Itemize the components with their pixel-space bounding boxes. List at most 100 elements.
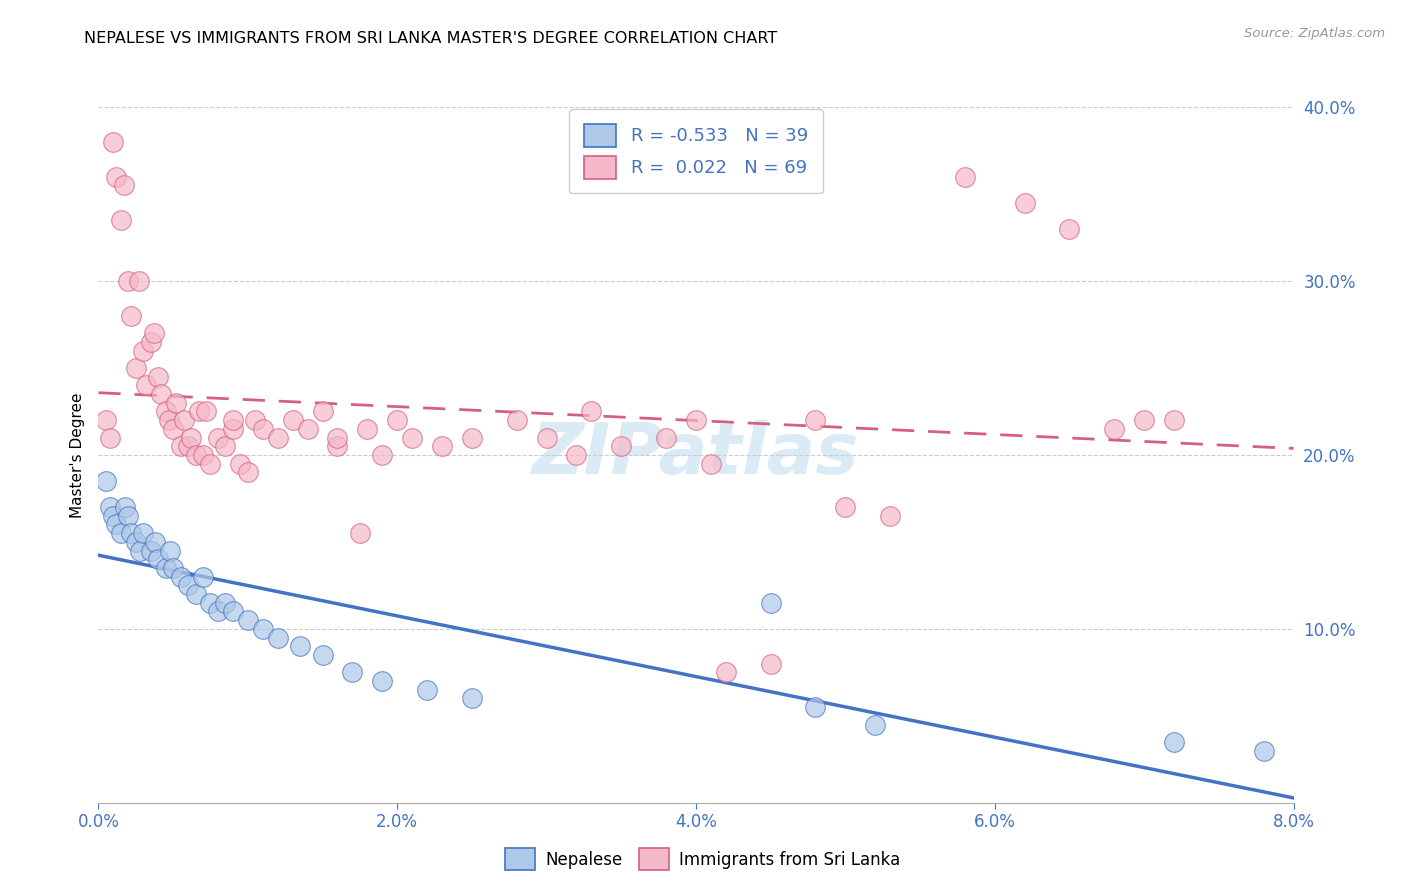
Point <box>214 439 236 453</box>
Point <box>714 665 737 680</box>
Point <box>177 439 200 453</box>
Point <box>155 404 177 418</box>
Point <box>565 448 588 462</box>
Point <box>139 334 162 349</box>
Point <box>200 457 222 471</box>
Point <box>1014 195 1036 210</box>
Point <box>1059 222 1081 236</box>
Point <box>297 422 319 436</box>
Point <box>267 631 290 645</box>
Point <box>655 430 678 444</box>
Point <box>222 605 245 619</box>
Point <box>834 500 856 514</box>
Point <box>245 413 267 427</box>
Point <box>700 457 723 471</box>
Point <box>148 369 170 384</box>
Point <box>135 378 157 392</box>
Point <box>148 552 170 566</box>
Point <box>229 457 252 471</box>
Point <box>222 413 245 427</box>
Point <box>430 439 453 453</box>
Point <box>461 691 484 706</box>
Point <box>94 474 117 488</box>
Point <box>371 674 394 689</box>
Point <box>114 500 136 514</box>
Point <box>98 500 122 514</box>
Point <box>162 422 184 436</box>
Point <box>236 613 259 627</box>
Point <box>416 682 439 697</box>
Point <box>177 578 200 592</box>
Point <box>105 517 128 532</box>
Point <box>159 543 181 558</box>
Point <box>349 526 371 541</box>
Point <box>401 430 423 444</box>
Point <box>150 387 173 401</box>
Point <box>252 422 274 436</box>
Point <box>804 413 827 427</box>
Point <box>195 404 218 418</box>
Point <box>157 413 180 427</box>
Point <box>184 587 207 601</box>
Point <box>155 561 177 575</box>
Point <box>180 430 202 444</box>
Point <box>169 439 191 453</box>
Point <box>110 526 132 541</box>
Point <box>165 395 187 409</box>
Text: Source: ZipAtlas.com: Source: ZipAtlas.com <box>1244 27 1385 40</box>
Y-axis label: Master's Degree: Master's Degree <box>69 392 84 517</box>
Point <box>371 448 394 462</box>
Point <box>162 561 184 575</box>
Point <box>804 700 827 714</box>
Point <box>281 413 304 427</box>
Point <box>1253 744 1275 758</box>
Point <box>581 404 603 418</box>
Point <box>385 413 409 427</box>
Point <box>879 508 901 523</box>
Legend: Nepalese, Immigrants from Sri Lanka: Nepalese, Immigrants from Sri Lanka <box>499 842 907 877</box>
Point <box>105 169 128 184</box>
Point <box>132 343 155 358</box>
Point <box>461 430 484 444</box>
Point <box>685 413 707 427</box>
Legend: R = -0.533   N = 39, R =  0.022   N = 69: R = -0.533 N = 39, R = 0.022 N = 69 <box>569 109 823 194</box>
Point <box>288 639 311 653</box>
Point <box>759 596 782 610</box>
Point <box>326 430 349 444</box>
Point <box>1163 735 1185 749</box>
Point <box>98 430 122 444</box>
Point <box>222 422 245 436</box>
Point <box>236 466 259 480</box>
Point <box>610 439 633 453</box>
Point <box>200 596 222 610</box>
Point <box>207 430 229 444</box>
Point <box>865 717 887 731</box>
Point <box>187 404 209 418</box>
Point <box>953 169 976 184</box>
Point <box>311 648 333 662</box>
Point <box>128 274 150 288</box>
Point <box>120 526 142 541</box>
Point <box>184 448 207 462</box>
Point <box>214 596 236 610</box>
Point <box>356 422 378 436</box>
Point <box>143 534 166 549</box>
Point <box>191 448 214 462</box>
Point <box>267 430 290 444</box>
Point <box>110 213 132 227</box>
Point <box>139 543 162 558</box>
Point <box>117 508 139 523</box>
Point <box>169 570 191 584</box>
Point <box>132 526 155 541</box>
Point <box>103 508 125 523</box>
Point <box>125 361 148 376</box>
Point <box>120 309 142 323</box>
Point <box>506 413 529 427</box>
Point <box>1133 413 1156 427</box>
Text: ZIPatlas: ZIPatlas <box>533 420 859 490</box>
Point <box>173 413 195 427</box>
Point <box>1104 422 1126 436</box>
Text: NEPALESE VS IMMIGRANTS FROM SRI LANKA MASTER'S DEGREE CORRELATION CHART: NEPALESE VS IMMIGRANTS FROM SRI LANKA MA… <box>84 31 778 46</box>
Point <box>207 605 229 619</box>
Point <box>252 622 274 636</box>
